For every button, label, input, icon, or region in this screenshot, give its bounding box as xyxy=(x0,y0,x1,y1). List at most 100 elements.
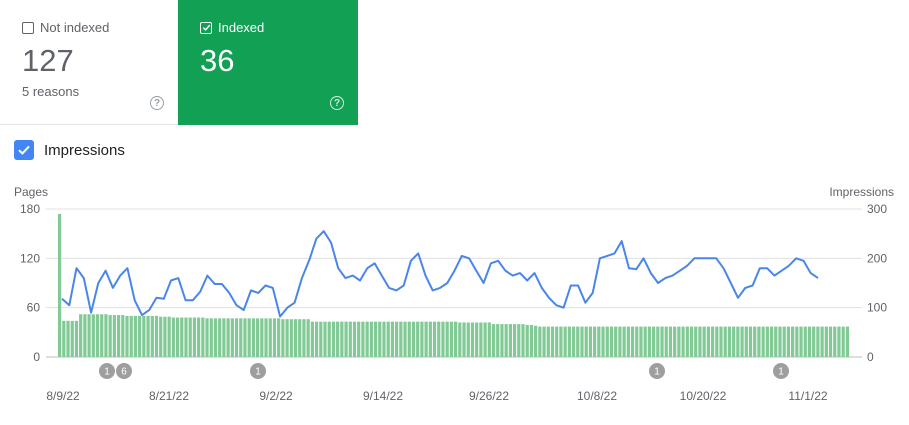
pages-bar xyxy=(559,326,563,357)
pages-bar xyxy=(180,317,184,357)
annotation-marker[interactable]: 6 xyxy=(116,363,132,379)
indexed-checkbox[interactable] xyxy=(200,21,212,34)
pages-bar xyxy=(609,326,614,357)
impressions-toggle[interactable]: Impressions xyxy=(14,140,125,160)
annotation-label: 1 xyxy=(654,367,660,378)
pages-bar xyxy=(188,317,192,357)
pages-bar xyxy=(264,318,268,357)
annotation-marker[interactable]: 1 xyxy=(773,363,789,379)
pages-bar xyxy=(500,324,504,357)
pages-bar xyxy=(142,315,146,357)
annotation-circle[interactable] xyxy=(773,363,789,379)
annotation-circle[interactable] xyxy=(649,363,665,379)
pages-bar xyxy=(348,321,352,357)
pages-bar xyxy=(542,326,546,357)
pages-bar xyxy=(201,317,205,357)
pages-bar xyxy=(517,324,521,357)
pages-bar xyxy=(277,318,281,357)
pages-bar xyxy=(512,324,517,357)
right-tick-label: 300 xyxy=(867,202,887,216)
annotation-marker[interactable]: 1 xyxy=(649,363,665,379)
pages-bar xyxy=(774,326,778,357)
pages-bar xyxy=(765,326,769,357)
pages-bar xyxy=(496,324,500,357)
not-indexed-checkbox[interactable] xyxy=(22,21,34,34)
pages-bar xyxy=(664,326,668,357)
right-tick-label: 100 xyxy=(867,301,887,315)
pages-bar xyxy=(411,321,416,357)
annotation-marker[interactable]: 1 xyxy=(99,363,115,379)
pages-bar xyxy=(504,324,508,357)
pages-bar xyxy=(462,322,466,357)
pages-bar xyxy=(466,322,470,357)
pages-bar xyxy=(268,318,272,357)
pages-bar xyxy=(702,326,706,357)
indexed-card[interactable]: Indexed 36 ? xyxy=(178,0,358,125)
impressions-line xyxy=(61,230,819,318)
pages-bar xyxy=(799,326,803,357)
pages-bar xyxy=(673,326,677,357)
pages-bar xyxy=(361,321,365,357)
x-tick-label: 8/9/22 xyxy=(46,389,80,403)
not-indexed-card[interactable]: Not indexed 127 5 reasons ? xyxy=(0,0,178,125)
pages-bar xyxy=(289,319,293,357)
pages-bar xyxy=(243,318,247,357)
annotation-circle[interactable] xyxy=(250,363,266,379)
pages-bar xyxy=(226,318,230,357)
pages-bar xyxy=(62,320,66,357)
pages-bar xyxy=(129,315,133,357)
help-icon[interactable]: ? xyxy=(150,96,164,110)
pages-bar xyxy=(555,326,559,357)
right-axis-ticks: 300 200 100 0 xyxy=(867,202,887,364)
pages-bar xyxy=(546,326,550,357)
pages-bar xyxy=(740,326,744,357)
right-tick-label: 0 xyxy=(867,350,874,364)
pages-bar xyxy=(563,326,567,357)
pages-bar xyxy=(597,326,601,357)
pages-bar xyxy=(104,314,108,357)
pages-bar xyxy=(184,317,188,357)
pages-bar xyxy=(803,326,807,357)
pages-bar xyxy=(845,326,849,357)
pages-bar xyxy=(159,316,163,357)
pages-bar xyxy=(163,316,167,357)
help-icon[interactable]: ? xyxy=(330,96,344,110)
left-axis-ticks: 180 120 60 0 xyxy=(20,202,40,364)
annotation-circle[interactable] xyxy=(99,363,115,379)
pages-bar xyxy=(382,321,386,357)
not-indexed-header: Not indexed xyxy=(22,20,158,35)
pages-bar xyxy=(593,326,597,357)
pages-bar xyxy=(736,326,740,357)
pages-bar xyxy=(677,326,681,357)
pages-bar xyxy=(281,319,285,357)
x-tick-label: 10/8/22 xyxy=(577,389,617,403)
pages-bar xyxy=(622,326,626,357)
pages-bar xyxy=(95,314,100,357)
left-axis-label: Pages xyxy=(14,185,48,199)
pages-bar xyxy=(407,321,411,357)
pages-bar xyxy=(534,325,538,357)
annotation-marker[interactable]: 1 xyxy=(250,363,266,379)
check-icon xyxy=(18,145,30,155)
pages-bar xyxy=(643,326,647,357)
pages-bar xyxy=(807,326,812,357)
pages-bar xyxy=(247,318,251,357)
pages-bar xyxy=(386,321,390,357)
pages-bar xyxy=(828,326,833,357)
pages-bar xyxy=(70,320,74,357)
pages-bar xyxy=(689,326,694,357)
pages-bar xyxy=(635,326,639,357)
pages-bar xyxy=(698,326,702,357)
pages-bar xyxy=(833,326,837,357)
pages-bar xyxy=(100,314,104,357)
pages-bar xyxy=(390,321,395,357)
pages-bar xyxy=(331,321,336,357)
impressions-checkbox[interactable] xyxy=(14,140,34,160)
pages-bar xyxy=(639,326,643,357)
pages-bar xyxy=(146,315,150,357)
pages-bar xyxy=(795,326,799,357)
annotation-circle[interactable] xyxy=(116,363,132,379)
pages-bar xyxy=(538,326,542,357)
x-tick-label: 8/21/22 xyxy=(149,389,189,403)
